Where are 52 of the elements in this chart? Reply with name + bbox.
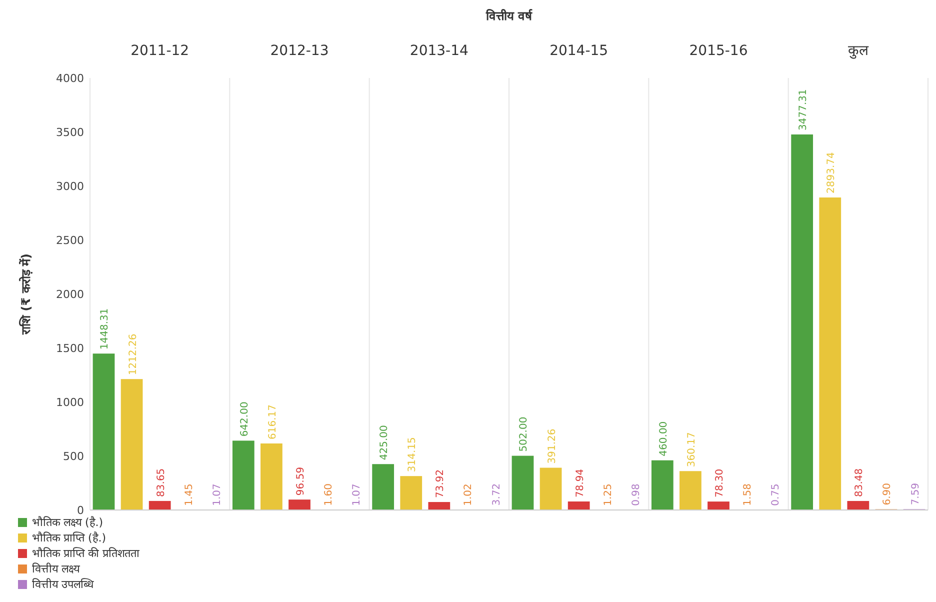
data-label: 1.07 bbox=[352, 484, 363, 506]
data-label: 425.00 bbox=[379, 425, 390, 460]
y-tick-label: 4000 bbox=[56, 72, 84, 85]
chart-title: वित्तीय वर्ष bbox=[484, 9, 534, 23]
x-tick-label: 2011-12 bbox=[130, 43, 190, 59]
data-label: 83.48 bbox=[854, 468, 866, 497]
y-tick-label: 500 bbox=[63, 450, 84, 463]
data-label: 460.00 bbox=[658, 421, 670, 456]
data-label: 502.00 bbox=[518, 416, 530, 452]
x-tick-label: 2013-14 bbox=[410, 43, 469, 59]
legend-label: भौतिक प्राप्ति (है.) bbox=[32, 532, 106, 544]
x-tick-label: 2012-13 bbox=[270, 43, 329, 59]
data-label: 1.58 bbox=[742, 484, 754, 506]
x-tick-label: 2014-15 bbox=[550, 43, 608, 59]
data-label: 3477.31 bbox=[798, 89, 810, 130]
y-tick-label: 2500 bbox=[56, 234, 84, 247]
x-tick-label: कुल bbox=[848, 43, 870, 59]
y-tick-label: 3500 bbox=[56, 126, 84, 139]
data-label: 1.07 bbox=[212, 484, 223, 506]
data-label: 1.45 bbox=[184, 484, 195, 506]
data-label: 1.25 bbox=[602, 484, 614, 506]
data-label: 360.17 bbox=[686, 432, 698, 468]
data-label: 0.98 bbox=[630, 484, 642, 506]
data-label: 78.94 bbox=[574, 468, 586, 498]
data-label: 0.75 bbox=[770, 484, 782, 506]
data-label: 7.59 bbox=[910, 482, 922, 506]
legend-label: वित्तीय उपलब्धि bbox=[32, 578, 94, 591]
legend-label: भौतिक लक्ष्य (है.) bbox=[32, 516, 104, 529]
data-label: 83.65 bbox=[156, 468, 167, 497]
data-label: 391.26 bbox=[546, 428, 558, 464]
data-label: 73.92 bbox=[435, 469, 446, 498]
y-tick-label: 1500 bbox=[56, 342, 84, 355]
y-tick-label: 2000 bbox=[56, 288, 84, 301]
data-label: 616.17 bbox=[267, 404, 278, 440]
y-axis-title: राशि (₹ करोड़ में) bbox=[19, 254, 33, 336]
legend-label: वित्तीय लक्ष्य bbox=[32, 562, 80, 576]
data-label: 78.30 bbox=[714, 468, 726, 498]
y-tick-label: 3000 bbox=[56, 180, 84, 193]
data-label: 96.59 bbox=[296, 466, 306, 496]
data-label: 1448.31 bbox=[100, 308, 111, 350]
y-tick-label: 1000 bbox=[56, 396, 84, 409]
data-label: 2893.74 bbox=[826, 152, 838, 194]
data-label: 1212.26 bbox=[128, 334, 139, 376]
data-label: 642.00 bbox=[239, 402, 250, 437]
data-label: 6.90 bbox=[882, 482, 894, 506]
legend-label: भौतिक प्राप्ति की प्रतिशतता bbox=[32, 547, 140, 560]
data-label: 314.15 bbox=[407, 437, 418, 472]
x-tick-label: 2015-16 bbox=[689, 43, 748, 59]
data-label: 3.72 bbox=[491, 483, 502, 506]
data-label: 1.02 bbox=[463, 484, 474, 506]
data-label: 1.60 bbox=[324, 484, 335, 506]
y-tick-label: 0 bbox=[77, 504, 84, 517]
